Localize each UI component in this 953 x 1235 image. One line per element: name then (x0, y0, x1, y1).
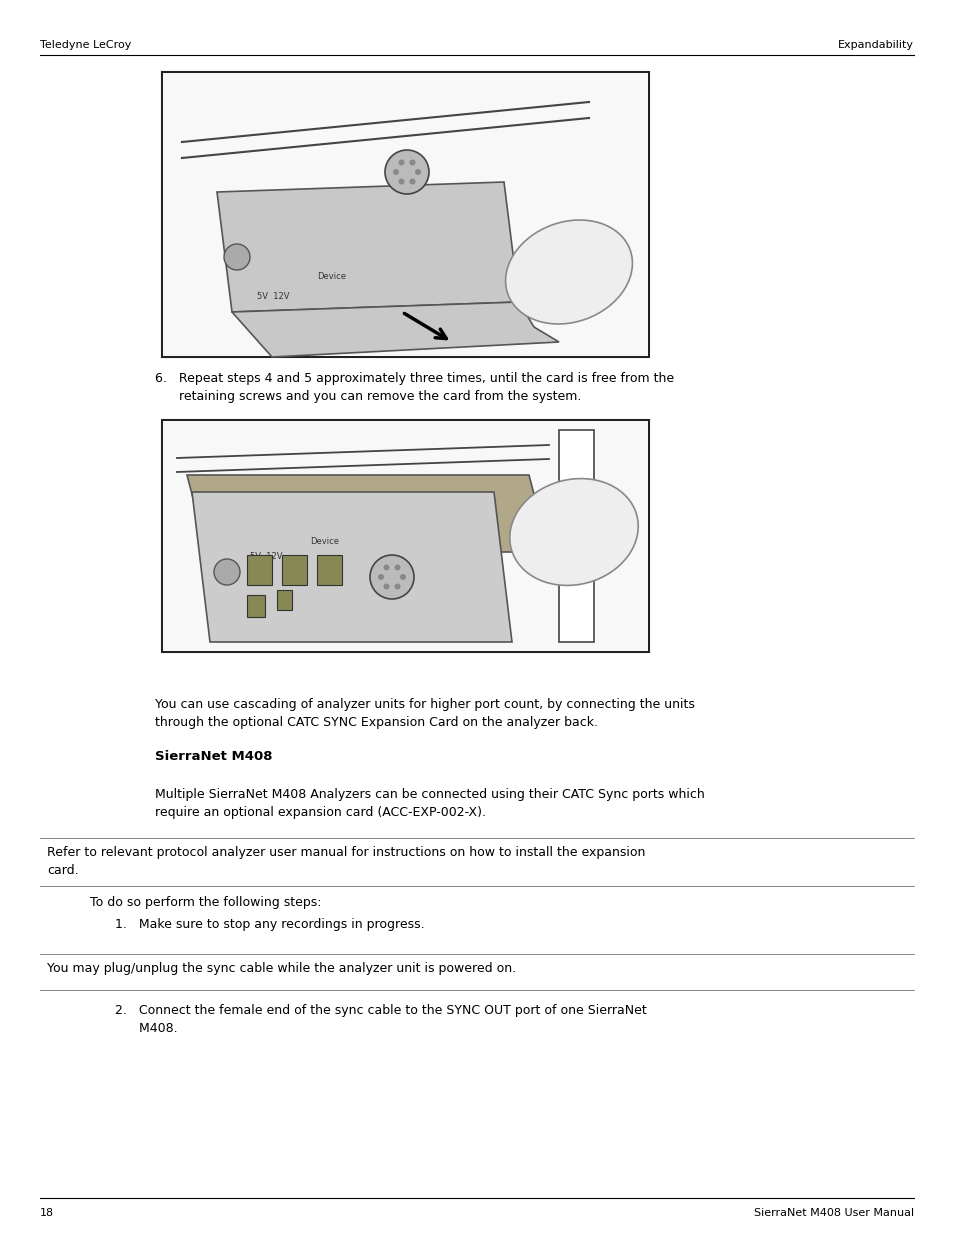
Circle shape (385, 149, 429, 194)
Polygon shape (192, 492, 512, 642)
Text: Device: Device (316, 272, 346, 282)
Bar (247, 555, 272, 585)
Bar (316, 555, 341, 585)
Circle shape (399, 574, 406, 580)
Circle shape (398, 179, 404, 184)
Polygon shape (232, 303, 558, 357)
Circle shape (383, 564, 389, 571)
Bar (282, 555, 307, 585)
Text: require an optional expansion card (ACC-EXP-002-X).: require an optional expansion card (ACC-… (154, 806, 485, 819)
Text: To do so perform the following steps:: To do so perform the following steps: (90, 897, 321, 909)
Text: 5V  12V: 5V 12V (250, 552, 282, 561)
Text: card.: card. (47, 864, 78, 877)
Text: M408.: M408. (115, 1023, 177, 1035)
Bar (163, 421, 647, 651)
Text: 2.   Connect the female end of the sync cable to the SYNC OUT port of one Sierra: 2. Connect the female end of the sync ca… (115, 1004, 646, 1016)
Circle shape (224, 245, 250, 270)
Bar (558, 430, 594, 642)
Circle shape (398, 159, 404, 165)
Text: through the optional CATC SYNC Expansion Card on the analyzer back.: through the optional CATC SYNC Expansion… (154, 716, 598, 729)
Polygon shape (216, 182, 518, 312)
Circle shape (383, 583, 389, 589)
Bar (162, 72, 648, 357)
Bar (162, 420, 648, 652)
Circle shape (395, 564, 400, 571)
Text: SierraNet M408: SierraNet M408 (154, 750, 273, 763)
Circle shape (409, 179, 416, 184)
Text: Teledyne LeCroy: Teledyne LeCroy (40, 40, 132, 49)
Text: SierraNet M408 User Manual: SierraNet M408 User Manual (753, 1208, 913, 1218)
Text: 6.   Repeat steps 4 and 5 approximately three times, until the card is free from: 6. Repeat steps 4 and 5 approximately th… (154, 372, 674, 385)
Circle shape (415, 169, 420, 175)
Text: You can use cascading of analyzer units for higher port count, by connecting the: You can use cascading of analyzer units … (154, 698, 694, 711)
Ellipse shape (509, 479, 638, 585)
Bar (247, 595, 265, 618)
Circle shape (395, 583, 400, 589)
Bar (276, 590, 292, 610)
Text: 5V  12V: 5V 12V (256, 291, 289, 301)
Circle shape (393, 169, 398, 175)
Text: You may plug/unplug the sync cable while the analyzer unit is powered on.: You may plug/unplug the sync cable while… (47, 962, 516, 974)
Text: Expandability: Expandability (837, 40, 913, 49)
Bar (163, 73, 647, 356)
Text: Refer to relevant protocol analyzer user manual for instructions on how to insta: Refer to relevant protocol analyzer user… (47, 846, 644, 860)
Text: Device: Device (310, 537, 338, 546)
Circle shape (409, 159, 416, 165)
Text: 1.   Make sure to stop any recordings in progress.: 1. Make sure to stop any recordings in p… (115, 918, 424, 931)
Text: 18: 18 (40, 1208, 54, 1218)
Text: retaining screws and you can remove the card from the system.: retaining screws and you can remove the … (154, 390, 580, 403)
Text: Multiple SierraNet M408 Analyzers can be connected using their CATC Sync ports w: Multiple SierraNet M408 Analyzers can be… (154, 788, 704, 802)
Ellipse shape (505, 220, 632, 324)
Circle shape (377, 574, 384, 580)
Polygon shape (187, 475, 548, 552)
Circle shape (213, 559, 240, 585)
Circle shape (370, 555, 414, 599)
